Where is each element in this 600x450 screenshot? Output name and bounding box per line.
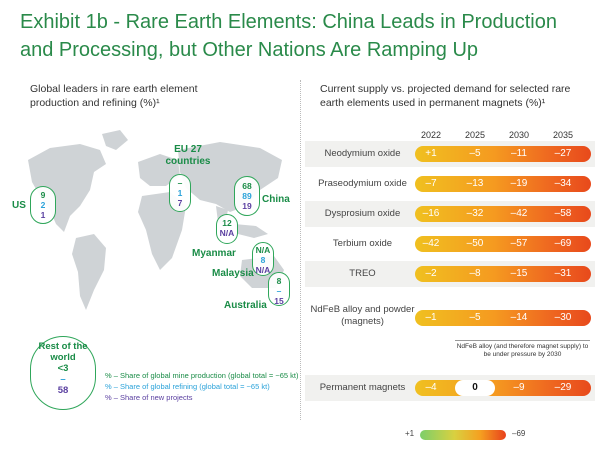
row-label: Dysprosium oxide	[324, 208, 401, 219]
us-bubble: 9 2 1	[30, 186, 56, 224]
row-label: NdFeB alloy and powder (magnets)	[310, 304, 415, 327]
left-panel-subtitle: Global leaders in rare earth element pro…	[30, 83, 198, 109]
table-cell-value: –7	[425, 178, 437, 189]
eu-production: –	[177, 178, 183, 188]
table-cell-value: –34	[554, 178, 572, 189]
row-heat-bar	[415, 310, 591, 326]
australia-projects: 15	[274, 296, 284, 306]
rest-of-world-bubble: Rest of the world <3 – 58	[30, 336, 96, 410]
eu-bubble: – 1 7	[169, 174, 191, 212]
exhibit-title: Exhibit 1b - Rare Earth Elements: China …	[20, 11, 557, 61]
china-projects: 19	[242, 201, 252, 211]
table-cell-value: –50	[466, 238, 484, 249]
australia-production: 8	[276, 276, 282, 286]
us-projects: 1	[40, 210, 46, 220]
scale-max-label: –69	[512, 429, 526, 438]
table-cell-value: –31	[554, 268, 572, 279]
myanmar-projects: N/A	[219, 228, 235, 238]
row-heat-bar	[415, 266, 591, 282]
table-cell-value: –14	[510, 312, 528, 323]
myanmar-production: 12	[222, 218, 232, 228]
table-cell-value: –5	[469, 148, 481, 159]
year-header: 2035	[552, 130, 574, 140]
scale-gradient-bar	[420, 430, 506, 440]
year-header: 2025	[464, 130, 486, 140]
legend-refining: % – Share of global refining (global tot…	[105, 382, 270, 391]
us-production: 9	[40, 190, 46, 200]
table-cell-value: –13	[466, 178, 484, 189]
row-label: Permanent magnets	[319, 382, 406, 393]
row-heat-bar	[415, 236, 591, 252]
panel-divider	[300, 80, 301, 420]
country-label-malaysia: Malaysia	[212, 268, 254, 279]
table-cell-value: –11	[511, 148, 527, 159]
australia-refining: –	[276, 286, 282, 296]
rest-of-world-production: <3	[57, 363, 69, 374]
malaysia-projects: N/A	[255, 265, 271, 275]
country-label-myanmar: Myanmar	[192, 248, 236, 259]
world-map: US 9 2 1 EU 27 countries – 1 7 68 89 19 …	[12, 120, 300, 335]
country-label-china: China	[262, 194, 290, 205]
table-cell-value: –57	[510, 238, 528, 249]
table-cell-value: –42	[422, 238, 440, 249]
table-cell-value: –29	[554, 382, 572, 393]
table-cell-value: –16	[422, 208, 440, 219]
table-cell-value: –19	[510, 178, 528, 189]
china-refining: 89	[242, 191, 252, 201]
us-refining: 2	[40, 200, 46, 210]
country-label-eu: EU 27 countries	[165, 144, 211, 167]
row-heat-bar	[415, 146, 591, 162]
table-cell-value: –2	[425, 268, 437, 279]
row-label: TREO	[349, 268, 376, 279]
country-label-australia: Australia	[224, 300, 267, 311]
table-cell-value: –15	[510, 268, 528, 279]
table-cell-value: +1	[425, 148, 437, 159]
legend-production: % – Share of global mine production (glo…	[105, 371, 299, 380]
table-cell-value: –32	[466, 208, 484, 219]
rest-of-world-label: Rest of the world	[38, 341, 88, 363]
row-heat-bar	[415, 176, 591, 192]
table-cell-value: –1	[425, 312, 437, 323]
table-cell-value: –69	[554, 238, 572, 249]
eu-refining: 1	[177, 188, 183, 198]
table-cell-value: –58	[554, 208, 572, 219]
china-bubble: 68 89 19	[234, 176, 260, 216]
malaysia-production: N/A	[255, 245, 271, 255]
legend-projects: % – Share of new projects	[105, 393, 193, 402]
year-header: 2022	[420, 130, 442, 140]
table-cell-value: –42	[510, 208, 528, 219]
table-cell-value: –9	[513, 382, 525, 393]
malaysia-bubble: N/A 8 N/A	[252, 242, 274, 276]
right-panel-subtitle: Current supply vs. projected demand for …	[320, 83, 571, 109]
table-cell-value: –8	[469, 268, 481, 279]
row-label: Praseodymium oxide	[318, 178, 407, 189]
malaysia-refining: 8	[260, 255, 266, 265]
scale-min-label: +1	[405, 429, 415, 438]
rest-of-world-refining: –	[60, 374, 66, 385]
ndfeb-note: NdFeB alloy (and therefore magnet supply…	[455, 340, 590, 359]
table-cell-value: –27	[554, 148, 572, 159]
table-cell-value: 0	[455, 380, 495, 396]
eu-projects: 7	[177, 198, 183, 208]
australia-bubble: 8 – 15	[268, 272, 290, 306]
row-heat-bar	[415, 206, 591, 222]
table-cell-value: –5	[469, 312, 481, 323]
china-production: 68	[242, 181, 252, 191]
rest-of-world-projects: 58	[57, 385, 69, 396]
year-header: 2030	[508, 130, 530, 140]
row-label: Terbium oxide	[332, 238, 393, 249]
country-label-us: US	[12, 200, 26, 211]
myanmar-bubble: 12 N/A	[216, 214, 238, 244]
row-label: Neodymium oxide	[324, 148, 401, 159]
table-cell-value: –4	[425, 382, 437, 393]
table-cell-value: –30	[554, 312, 572, 323]
